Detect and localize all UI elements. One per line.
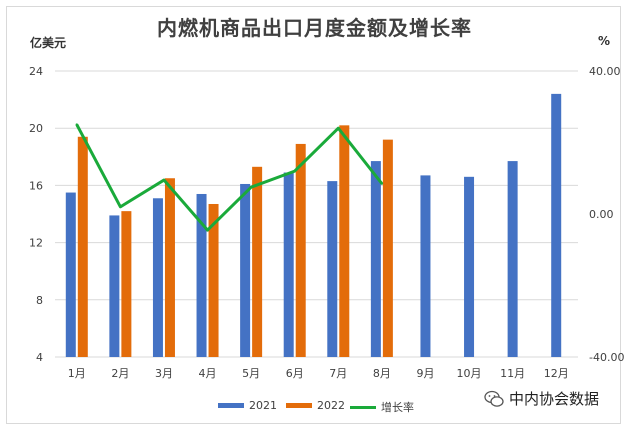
y-tick-label: 12 xyxy=(29,237,43,250)
bar-2022 xyxy=(77,136,88,357)
bar-2021 xyxy=(65,192,76,357)
x-tick-label: 8月 xyxy=(373,367,391,380)
x-tick-label: 9月 xyxy=(416,367,434,380)
x-tick-label: 5月 xyxy=(242,367,260,380)
y-axis-left-unit: 亿美元 xyxy=(30,36,67,50)
growth-point xyxy=(206,228,209,232)
y-tick-label: 16 xyxy=(29,179,43,192)
chart-frame xyxy=(6,6,621,424)
legend-label-growth: 增长率 xyxy=(381,401,414,414)
watermark-text: 中内协会数据 xyxy=(509,390,600,408)
bar-2022 xyxy=(295,143,306,357)
y-tick-label: 4 xyxy=(36,351,43,364)
x-tick-label: 6月 xyxy=(286,367,304,380)
legend-swatch-2022 xyxy=(286,403,312,408)
bar-2021 xyxy=(507,161,518,357)
growth-point xyxy=(249,185,253,189)
legend-line-growth xyxy=(350,405,376,409)
bar-2022 xyxy=(121,211,132,357)
x-tick-label: 11月 xyxy=(500,367,525,380)
bar-2021 xyxy=(152,198,163,357)
line-growth-rate xyxy=(75,123,384,232)
bar-2021 xyxy=(196,193,207,357)
legend-label-2021: 2021 xyxy=(249,399,277,412)
bar-2021 xyxy=(464,176,475,357)
growth-point xyxy=(337,127,340,130)
legend-item-2022: 2022 xyxy=(286,399,345,412)
x-tick-label: 4月 xyxy=(199,367,217,380)
y-tick-label: 8 xyxy=(36,294,43,307)
y-tick-label: 20 xyxy=(29,122,43,135)
x-tick-label: 1月 xyxy=(68,367,86,380)
x-tick-label: 10月 xyxy=(457,367,482,380)
x-tick-label: 2月 xyxy=(111,367,129,380)
growth-point xyxy=(119,205,122,209)
y2-tick-label: -40.00 xyxy=(589,351,624,364)
chart-title: 内燃机商品出口月度金额及增长率 xyxy=(157,16,472,40)
bar-2021 xyxy=(370,161,381,357)
x-tick-label: 7月 xyxy=(329,367,347,380)
bar-2021 xyxy=(420,175,431,357)
legend-swatch-2021 xyxy=(218,403,244,408)
x-tick-label: 12月 xyxy=(544,367,569,380)
y-tick-label: 24 xyxy=(29,65,43,78)
watermark: 中内协会数据 xyxy=(484,388,599,409)
growth-point xyxy=(75,123,78,126)
bar-2021 xyxy=(240,183,251,357)
bar-2021 xyxy=(109,215,120,357)
legend-item-2021: 2021 xyxy=(218,399,277,412)
bar-2021 xyxy=(551,93,562,357)
wechat-icon xyxy=(484,390,504,407)
x-tick-label: 3月 xyxy=(155,367,173,380)
y-axis-right-unit: % xyxy=(598,34,611,48)
bar-2022 xyxy=(339,125,350,357)
legend-item-growth: 增长率 xyxy=(350,399,414,415)
bar-2022 xyxy=(252,166,263,357)
bar-2021 xyxy=(327,181,338,357)
y2-tick-label: 0.00 xyxy=(589,208,614,221)
bar-2022 xyxy=(208,203,219,357)
growth-point xyxy=(162,178,166,182)
growth-point xyxy=(380,182,384,185)
legend-label-2022: 2022 xyxy=(317,399,345,412)
bar-2022 xyxy=(382,139,393,357)
chart-legend: 2021 2022 增长率 xyxy=(0,396,629,416)
y2-tick-label: 40.00 xyxy=(589,65,621,78)
bar-2021 xyxy=(283,172,294,357)
growth-point xyxy=(293,169,296,173)
bar-2022 xyxy=(164,178,175,357)
